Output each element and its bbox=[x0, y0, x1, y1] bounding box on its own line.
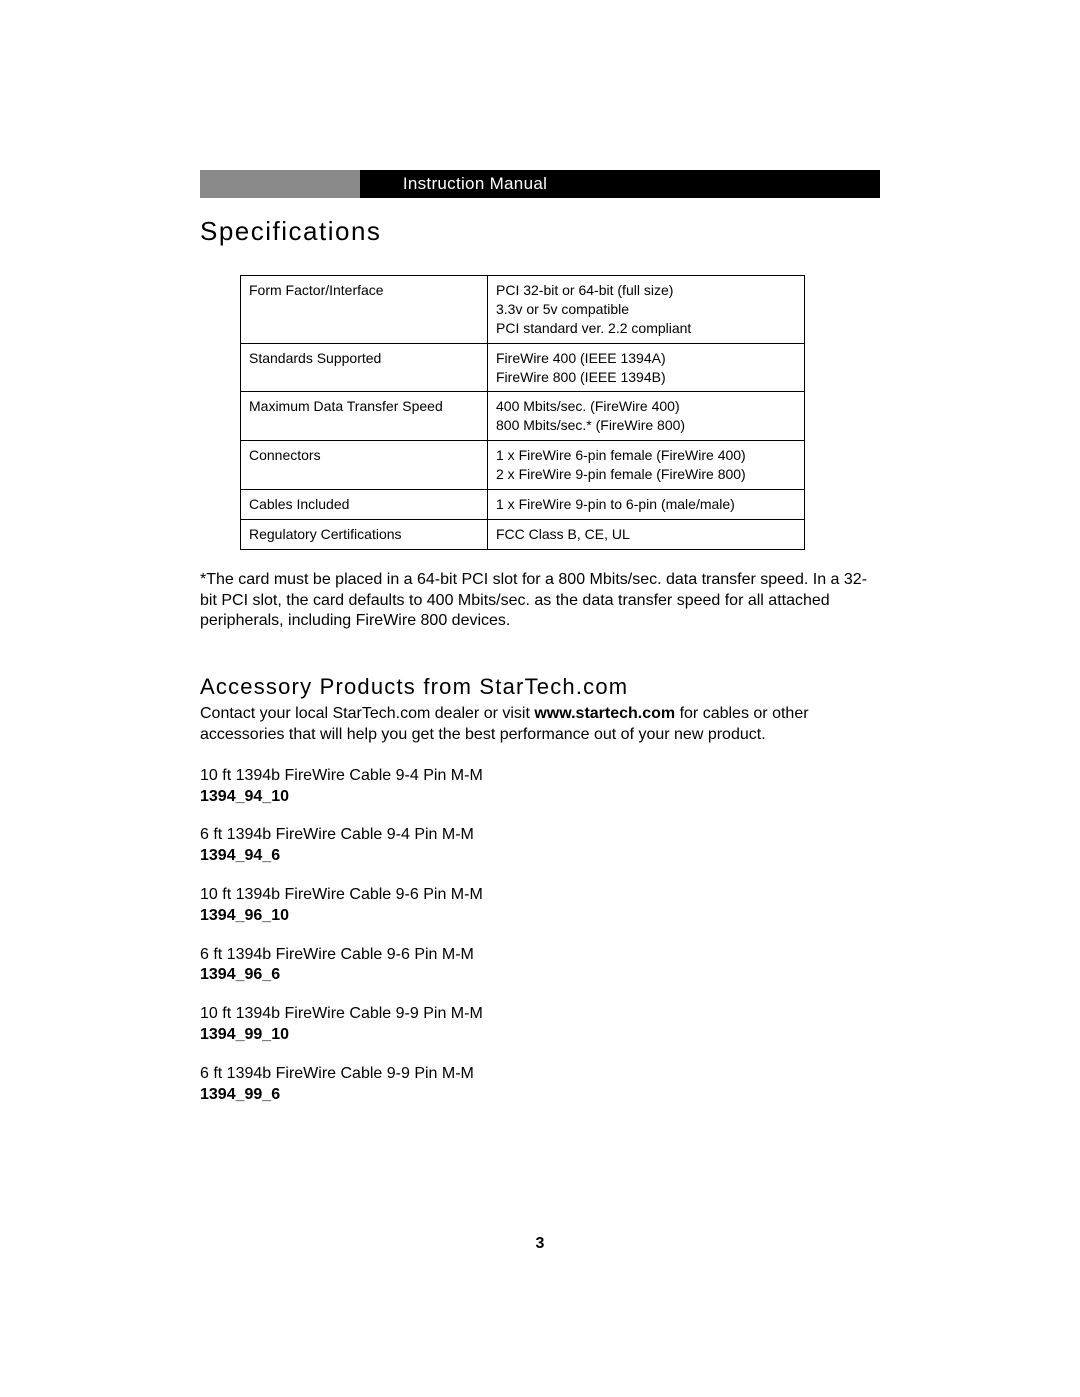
table-row: Cables Included1 x FireWire 9-pin to 6-p… bbox=[241, 490, 805, 520]
spec-value: FireWire 400 (IEEE 1394A)FireWire 800 (I… bbox=[488, 343, 805, 392]
intro-link: www.startech.com bbox=[534, 705, 675, 722]
spec-value: FCC Class B, CE, UL bbox=[488, 519, 805, 549]
header-accent bbox=[200, 170, 360, 198]
accessory-product: 10 ft 1394b FireWire Cable 9-9 Pin M-M13… bbox=[200, 1004, 880, 1046]
accessories-heading: Accessory Products from StarTech.com bbox=[200, 674, 880, 700]
spec-key: Standards Supported bbox=[241, 343, 488, 392]
header-fill bbox=[590, 170, 880, 198]
spec-key: Maximum Data Transfer Speed bbox=[241, 392, 488, 441]
spec-footnote: *The card must be placed in a 64-bit PCI… bbox=[200, 570, 880, 632]
product-desc: 6 ft 1394b FireWire Cable 9-4 Pin M-M bbox=[200, 825, 880, 846]
product-code: 1394_99_10 bbox=[200, 1025, 880, 1046]
header-bar: Instruction Manual bbox=[200, 170, 880, 198]
spec-value: 1 x FireWire 9-pin to 6-pin (male/male) bbox=[488, 490, 805, 520]
spec-key: Form Factor/Interface bbox=[241, 276, 488, 344]
product-desc: 6 ft 1394b FireWire Cable 9-9 Pin M-M bbox=[200, 1064, 880, 1085]
product-code: 1394_99_6 bbox=[200, 1085, 880, 1106]
accessory-product: 10 ft 1394b FireWire Cable 9-6 Pin M-M13… bbox=[200, 885, 880, 927]
spec-table: Form Factor/InterfacePCI 32-bit or 64-bi… bbox=[240, 275, 805, 550]
spec-value: PCI 32-bit or 64-bit (full size)3.3v or … bbox=[488, 276, 805, 344]
accessories-intro: Contact your local StarTech.com dealer o… bbox=[200, 704, 880, 746]
accessory-product-list: 10 ft 1394b FireWire Cable 9-4 Pin M-M13… bbox=[200, 766, 880, 1106]
spec-value: 400 Mbits/sec. (FireWire 400)800 Mbits/s… bbox=[488, 392, 805, 441]
accessory-product: 10 ft 1394b FireWire Cable 9-4 Pin M-M13… bbox=[200, 766, 880, 808]
intro-text-1: Contact your local StarTech.com dealer o… bbox=[200, 705, 534, 722]
accessory-product: 6 ft 1394b FireWire Cable 9-9 Pin M-M139… bbox=[200, 1064, 880, 1106]
accessory-product: 6 ft 1394b FireWire Cable 9-6 Pin M-M139… bbox=[200, 945, 880, 987]
product-code: 1394_94_10 bbox=[200, 787, 880, 808]
table-row: Standards SupportedFireWire 400 (IEEE 13… bbox=[241, 343, 805, 392]
specifications-heading: Specifications bbox=[200, 216, 880, 247]
spec-value: 1 x FireWire 6-pin female (FireWire 400)… bbox=[488, 441, 805, 490]
spec-key: Cables Included bbox=[241, 490, 488, 520]
product-desc: 10 ft 1394b FireWire Cable 9-4 Pin M-M bbox=[200, 766, 880, 787]
product-desc: 6 ft 1394b FireWire Cable 9-6 Pin M-M bbox=[200, 945, 880, 966]
product-code: 1394_94_6 bbox=[200, 846, 880, 867]
table-row: Form Factor/InterfacePCI 32-bit or 64-bi… bbox=[241, 276, 805, 344]
page-number: 3 bbox=[200, 1235, 880, 1253]
spec-key: Connectors bbox=[241, 441, 488, 490]
table-row: Regulatory CertificationsFCC Class B, CE… bbox=[241, 519, 805, 549]
product-code: 1394_96_6 bbox=[200, 965, 880, 986]
header-title: Instruction Manual bbox=[360, 170, 590, 198]
product-desc: 10 ft 1394b FireWire Cable 9-6 Pin M-M bbox=[200, 885, 880, 906]
product-code: 1394_96_10 bbox=[200, 906, 880, 927]
accessory-product: 6 ft 1394b FireWire Cable 9-4 Pin M-M139… bbox=[200, 825, 880, 867]
spec-key: Regulatory Certifications bbox=[241, 519, 488, 549]
manual-page: Instruction Manual Specifications Form F… bbox=[0, 0, 1080, 1313]
table-row: Connectors1 x FireWire 6-pin female (Fir… bbox=[241, 441, 805, 490]
product-desc: 10 ft 1394b FireWire Cable 9-9 Pin M-M bbox=[200, 1004, 880, 1025]
table-row: Maximum Data Transfer Speed400 Mbits/sec… bbox=[241, 392, 805, 441]
